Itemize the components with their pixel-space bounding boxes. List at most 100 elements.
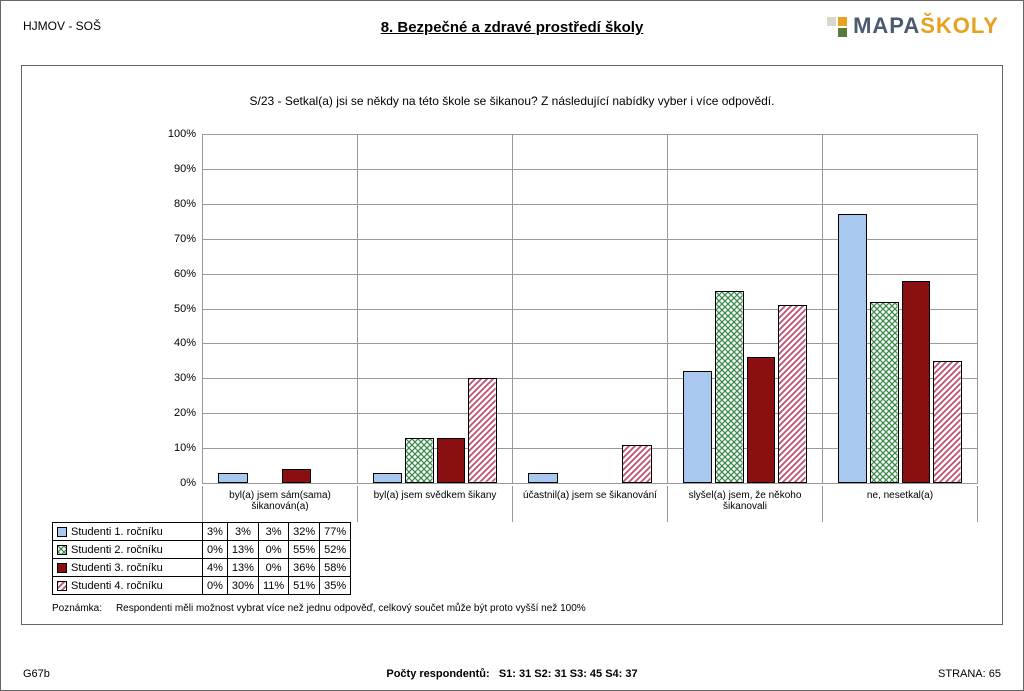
value-cell: 58% (320, 559, 351, 577)
bar (933, 361, 962, 483)
footnote: Poznámka: Respondenti měli možnost vybra… (52, 603, 586, 614)
bars (373, 134, 496, 483)
bars (218, 134, 341, 483)
bar (870, 302, 899, 483)
bar (778, 305, 807, 483)
value-cell: 4% (203, 559, 228, 577)
series-name: Studenti 3. ročníku (71, 562, 163, 574)
table-row: Studenti 4. ročníku 0%30%11%51%35% (53, 577, 351, 595)
y-axis-label: 80% (158, 198, 196, 210)
value-cell: 52% (320, 541, 351, 559)
value-cell: 13% (227, 541, 258, 559)
bars (838, 134, 961, 483)
bar (218, 473, 248, 483)
bar (622, 445, 652, 483)
y-axis-label: 90% (158, 163, 196, 175)
bar (683, 371, 712, 483)
series-name: Studenti 1. ročníku (71, 526, 163, 538)
bars (528, 134, 651, 483)
chart-question: S/23 - Setkal(a) jsi se někdy na této šk… (22, 94, 1002, 108)
series-name-cell: Studenti 4. ročníku (53, 577, 203, 595)
value-cell: 0% (203, 541, 228, 559)
series-name-cell: Studenti 3. ročníku (53, 559, 203, 577)
logo-squares-icon (825, 15, 847, 37)
value-cell: 35% (320, 577, 351, 595)
bar-group (823, 134, 978, 483)
bar (373, 473, 402, 483)
series-name-cell: Studenti 1. ročníku (53, 523, 203, 541)
series-name: Studenti 2. ročníku (71, 544, 163, 556)
category-label: slyšel(a) jsem, že někoho šikanovali (668, 486, 823, 522)
report-page: HJMOV - SOŠ 8. Bezpečné a zdravé prostře… (0, 0, 1024, 691)
category-label: ne, nesetkal(a) (823, 486, 978, 522)
logo-text-mapa: MAPA (853, 13, 920, 39)
y-axis-label: 30% (158, 372, 196, 384)
value-cell: 36% (289, 559, 320, 577)
legend-swatch (57, 545, 67, 555)
category-label: byl(a) jsem sám(sama) šikanován(a) (202, 486, 358, 522)
logo-square (827, 17, 836, 26)
value-cell: 77% (320, 523, 351, 541)
grid-line (202, 483, 978, 484)
category-labels-row: byl(a) jsem sám(sama) šikanován(a)byl(a)… (202, 486, 978, 522)
footer-page: STRANA: 65 (938, 668, 1001, 680)
bar-groups (202, 134, 978, 483)
y-axis-label: 10% (158, 442, 196, 454)
bar (468, 378, 497, 483)
data-table: Studenti 1. ročníku3%3%3%32%77%Studenti … (52, 522, 351, 595)
value-cell: 13% (227, 559, 258, 577)
y-axis-label: 0% (158, 477, 196, 489)
y-axis-label: 60% (158, 268, 196, 280)
bar (405, 438, 434, 483)
y-axis-label: 100% (158, 128, 196, 140)
legend-swatch (57, 527, 67, 537)
value-cell: 55% (289, 541, 320, 559)
chart-frame: S/23 - Setkal(a) jsi se někdy na této šk… (21, 65, 1003, 625)
category-label: byl(a) jsem svědkem šikany (358, 486, 513, 522)
value-cell: 3% (258, 523, 288, 541)
footnote-text: Respondenti měli možnost vybrat více než… (116, 603, 586, 614)
table-row: Studenti 2. ročníku0%13%0%55%52% (53, 541, 351, 559)
table-row: Studenti 1. ročníku3%3%3%32%77% (53, 523, 351, 541)
bar-group (668, 134, 823, 483)
bar-group (513, 134, 668, 483)
bar (282, 469, 312, 483)
logo-square (838, 28, 847, 37)
legend-swatch (57, 581, 67, 591)
bar (747, 357, 776, 483)
bar (902, 281, 931, 483)
bar-group (202, 134, 358, 483)
bar (437, 438, 466, 483)
logo-square (838, 17, 847, 26)
bar (838, 214, 867, 483)
logo: MAPAŠKOLY (825, 13, 999, 39)
footnote-label: Poznámka: (52, 603, 102, 614)
footer-respondents-label: Počty respondentů: (386, 668, 489, 680)
logo-text-skoly: ŠKOLY (920, 13, 999, 39)
bar (715, 291, 744, 483)
footer-respondents-values: S1: 31 S2: 31 S3: 45 S4: 37 (499, 668, 638, 680)
y-axis-label: 20% (158, 407, 196, 419)
series-name-cell: Studenti 2. ročníku (53, 541, 203, 559)
value-cell: 30% (227, 577, 258, 595)
bar-group (358, 134, 513, 483)
table-row: Studenti 3. ročníku 4%13%0%36%58% (53, 559, 351, 577)
bar (528, 473, 558, 483)
value-cell: 32% (289, 523, 320, 541)
series-name: Studenti 4. ročníku (71, 580, 163, 592)
value-cell: 11% (258, 577, 288, 595)
legend-swatch (57, 563, 67, 573)
y-axis-label: 40% (158, 337, 196, 349)
category-label: účastnil(a) jsem se šikanování (513, 486, 668, 522)
value-cell: 0% (203, 577, 228, 595)
y-axis-label: 70% (158, 233, 196, 245)
value-cell: 3% (227, 523, 258, 541)
value-cell: 3% (203, 523, 228, 541)
plot-area: 0%10%20%30%40%50%60%70%80%90%100% (202, 134, 978, 484)
footer-respondents: Počty respondentů: S1: 31 S2: 31 S3: 45 … (1, 668, 1023, 680)
value-cell: 0% (258, 541, 288, 559)
value-cell: 51% (289, 577, 320, 595)
value-cell: 0% (258, 559, 288, 577)
bars (683, 134, 806, 483)
y-axis-label: 50% (158, 303, 196, 315)
